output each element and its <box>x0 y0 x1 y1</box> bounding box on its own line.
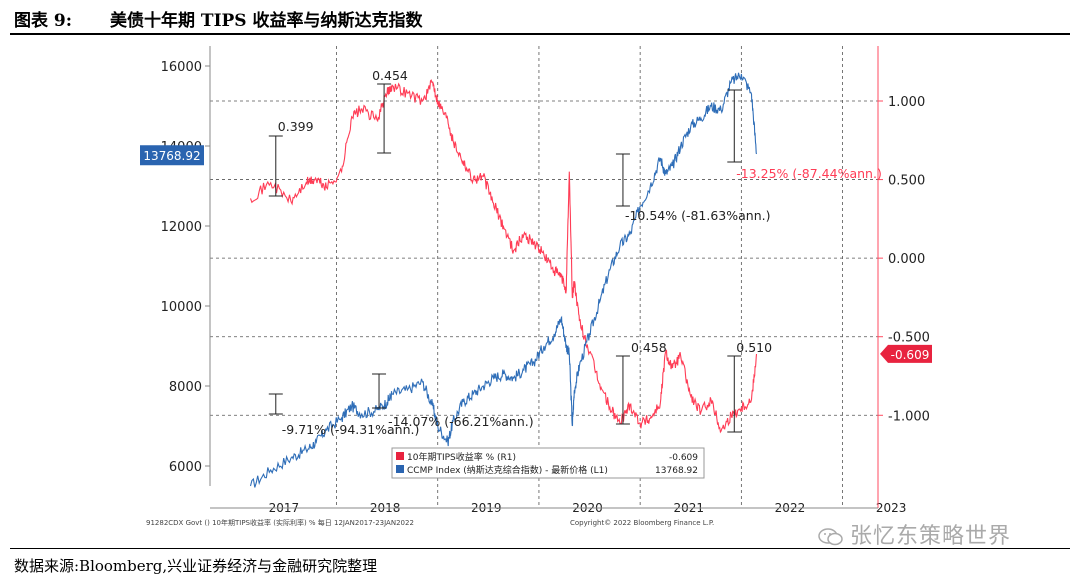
left-tick-label: 8000 <box>169 380 202 395</box>
right-tick-label: 0.500 <box>888 174 925 189</box>
annotation-label: -10.54% (-81.63%ann.) <box>625 208 771 223</box>
left-value-flag-label: 13768.92 <box>143 149 200 163</box>
legend-value: 13768.92 <box>655 466 698 476</box>
annotation-label: 0.399 <box>278 119 314 134</box>
right-value-flag-box <box>880 344 932 363</box>
annotation-label: -14.07% (-66.21%ann.) <box>388 414 534 429</box>
figure-label: 图表 9: <box>14 11 73 31</box>
left-tick-label: 12000 <box>161 220 202 235</box>
right-value-flag-label: -0.609 <box>891 348 930 362</box>
annotation-label: 0.510 <box>736 340 772 355</box>
legend-swatch <box>396 452 404 460</box>
left-tick-label: 6000 <box>169 460 202 475</box>
annotation-label: -9.71% (-94.31%ann.) <box>282 422 420 437</box>
series-line-tips <box>249 79 758 434</box>
footer-rule <box>10 548 1070 549</box>
left-tick-label: 16000 <box>161 60 202 75</box>
right-tick-label: 0.000 <box>888 252 925 267</box>
wechat-icon <box>818 528 843 546</box>
chart-axes: 2017201820192020202120222023160001400012… <box>140 46 932 515</box>
figure-title: 美债十年期 TIPS 收益率与纳斯达克指数 <box>110 11 423 31</box>
chart-annotations: 0.399 0.454 0.458 0.510 -9.71% (-94.31%ann.)… <box>268 68 882 437</box>
right-tick-label: -1.000 <box>888 409 930 424</box>
annotation-label: -13.25% (-87.44%ann.) <box>736 166 882 181</box>
chart-grid <box>210 46 878 508</box>
legend-label: 10年期TIPS收益率 % (R1) <box>407 451 516 463</box>
legend-box <box>391 447 705 479</box>
chart-series <box>249 72 758 488</box>
left-value-flag: 13768.92 <box>140 145 204 166</box>
watermark: 张忆东策略世界 <box>818 518 1011 550</box>
chart-legend: 10年期TIPS收益率 % (R1) -0.609 CCMP Index (纳斯达克… <box>391 447 705 479</box>
annotation-label: 0.458 <box>631 340 667 355</box>
legend-value: -0.609 <box>669 453 698 463</box>
legend-label: CCMP Index (纳斯达克综合指数) - 最新价格 (L1) <box>407 464 608 476</box>
x-tick-label: 2023 <box>876 501 907 515</box>
right-tick-label: -0.500 <box>888 331 930 346</box>
source-note: 数据来源:Bloomberg,兴业证券经济与金融研究院整理 <box>14 557 378 575</box>
left-tick-label: 10000 <box>161 300 202 315</box>
annotation-label: 0.454 <box>372 68 408 83</box>
legend-swatch <box>396 465 404 473</box>
right-value-flag: -0.609 <box>880 344 932 363</box>
figure-header: 图表 9: 美债十年期 TIPS 收益率与纳斯达克指数 <box>0 0 1080 35</box>
series-line-ccmp <box>249 72 758 488</box>
header-rule <box>10 33 1070 35</box>
left-value-flag-box <box>140 145 204 166</box>
right-tick-label: 1.000 <box>888 95 925 110</box>
chart-bottom-center-text: Copyright© 2022 Bloomberg Finance L.P. <box>570 519 714 527</box>
chart: 2017201820192020202120222023160001400012… <box>140 46 932 527</box>
chart-bottom-left-text: 91282CDX Govt () 10年期TIPS收益率 (实际利率) % 每日… <box>146 518 414 527</box>
watermark-text: 张忆东策略世界 <box>850 524 1012 549</box>
